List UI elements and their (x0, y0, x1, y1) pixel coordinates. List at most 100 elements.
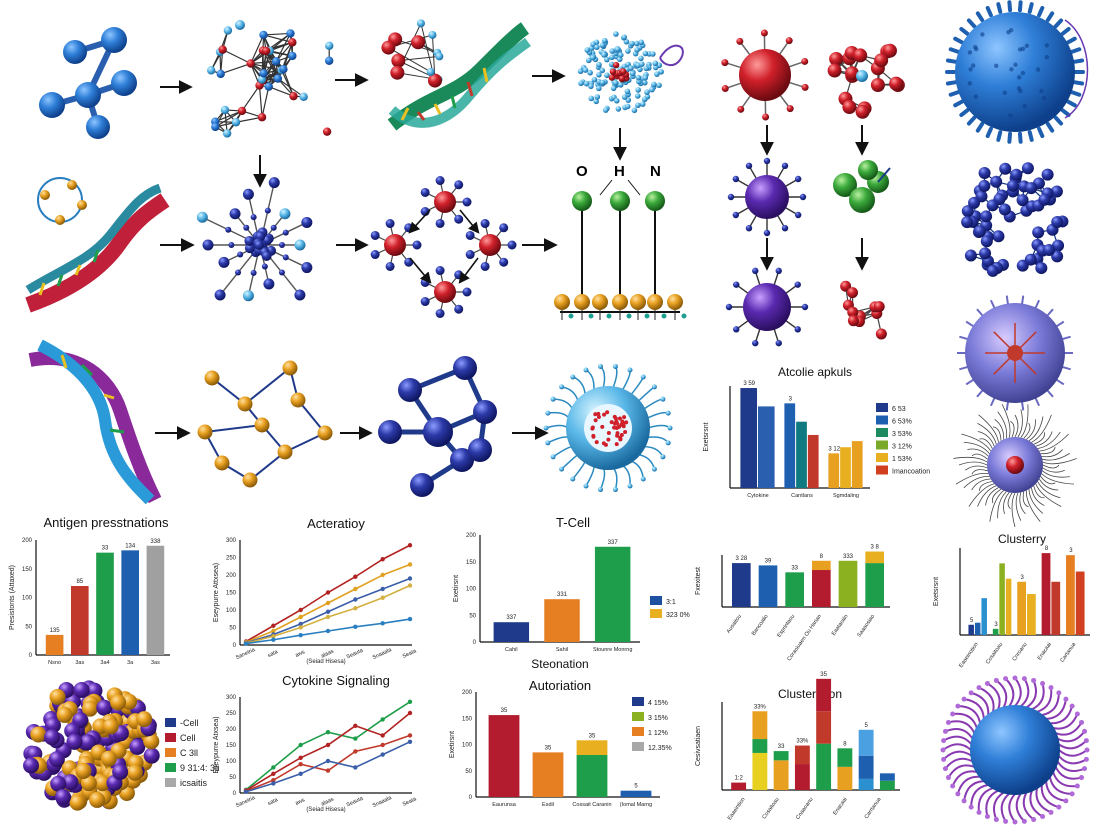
x-tick-label: Sanetria (235, 795, 257, 809)
atom (237, 106, 247, 116)
particle (658, 68, 664, 75)
arm-node (270, 224, 277, 231)
data-point (380, 557, 385, 562)
particle (621, 34, 628, 40)
data-point (271, 771, 276, 776)
spike-tip (763, 157, 771, 165)
nucleus-dot (623, 430, 628, 435)
spike (1007, 0, 1013, 13)
filament (1041, 449, 1063, 458)
particle (585, 57, 592, 64)
arm-node (264, 207, 271, 214)
particle (112, 763, 129, 780)
particle (628, 65, 634, 71)
data-point (353, 586, 358, 592)
particle (617, 52, 624, 58)
atom (299, 92, 308, 102)
x-tick-label: Esprintaou (776, 614, 796, 639)
bond (235, 116, 263, 123)
dna-helix-green (381, 19, 531, 131)
filament-tip (559, 384, 565, 390)
cycle-arrow (408, 209, 431, 234)
base (630, 294, 646, 310)
particle (624, 103, 631, 110)
data-point (380, 595, 385, 600)
filament (561, 386, 579, 402)
particle (652, 60, 659, 67)
bond (261, 86, 270, 118)
bar (992, 628, 999, 635)
particle (615, 106, 622, 112)
particle (978, 179, 991, 192)
data-point (325, 600, 331, 606)
pointer (627, 179, 641, 196)
bar-segment (879, 773, 895, 781)
arm-tip (214, 289, 226, 301)
arm-tip (301, 262, 313, 274)
atom (420, 297, 430, 307)
filament (963, 441, 990, 454)
particle (583, 80, 590, 87)
spike-tip (760, 29, 768, 37)
particle (143, 747, 160, 764)
filament-tip (570, 374, 576, 380)
legend-label: 3 53% (892, 431, 912, 438)
spike (975, 11, 985, 23)
bar (981, 598, 987, 635)
spike-tip (727, 193, 735, 201)
atom (390, 65, 405, 80)
filament (977, 485, 997, 507)
bar (999, 563, 1005, 635)
spike (1045, 121, 1055, 133)
core (261, 250, 272, 261)
filament (553, 398, 574, 410)
x-tick-label: Esdil (542, 802, 554, 808)
particle (638, 39, 645, 46)
spike (1045, 781, 1067, 802)
nucleus-dot (593, 418, 598, 423)
filament (967, 448, 989, 457)
data-point (353, 765, 358, 770)
nucleus-dot (596, 414, 601, 419)
spike-tip (993, 817, 999, 823)
arm-node (261, 263, 268, 270)
y-tick-label: 50 (229, 775, 236, 781)
filament (955, 472, 989, 485)
dna-helix-red (25, 177, 170, 313)
spike-tip (725, 303, 733, 311)
spike (1060, 108, 1071, 117)
surface-dot (1039, 88, 1044, 94)
filament (997, 491, 1007, 519)
filament-tip (570, 476, 576, 482)
filament-tip (550, 454, 556, 460)
x-tick-label: 3as (151, 660, 160, 666)
data-label: 33% (796, 739, 809, 745)
spike (945, 58, 958, 64)
filament (985, 487, 999, 506)
particle (608, 74, 616, 81)
spike-tip (794, 211, 802, 219)
filament (621, 369, 631, 391)
filament (977, 423, 997, 445)
arm-tip (301, 216, 313, 228)
spike (948, 720, 976, 734)
nucleus-dot (617, 416, 622, 421)
data-point (325, 609, 331, 614)
data-point (243, 641, 249, 646)
atom (322, 127, 332, 136)
spike (1040, 784, 1060, 809)
spike-tip (781, 162, 789, 170)
atom (480, 261, 490, 271)
data-point (407, 699, 413, 704)
atom (845, 66, 860, 81)
spike (944, 757, 973, 770)
data-label: 337 (506, 615, 517, 621)
data-point (325, 614, 331, 620)
filament (585, 369, 595, 391)
chart-title: T-Cell (556, 515, 590, 530)
atom (435, 176, 445, 186)
atom (288, 51, 297, 61)
legend-label: -Cell (180, 718, 199, 728)
data-point (380, 733, 385, 738)
legend-label: 4 15% (648, 700, 668, 707)
